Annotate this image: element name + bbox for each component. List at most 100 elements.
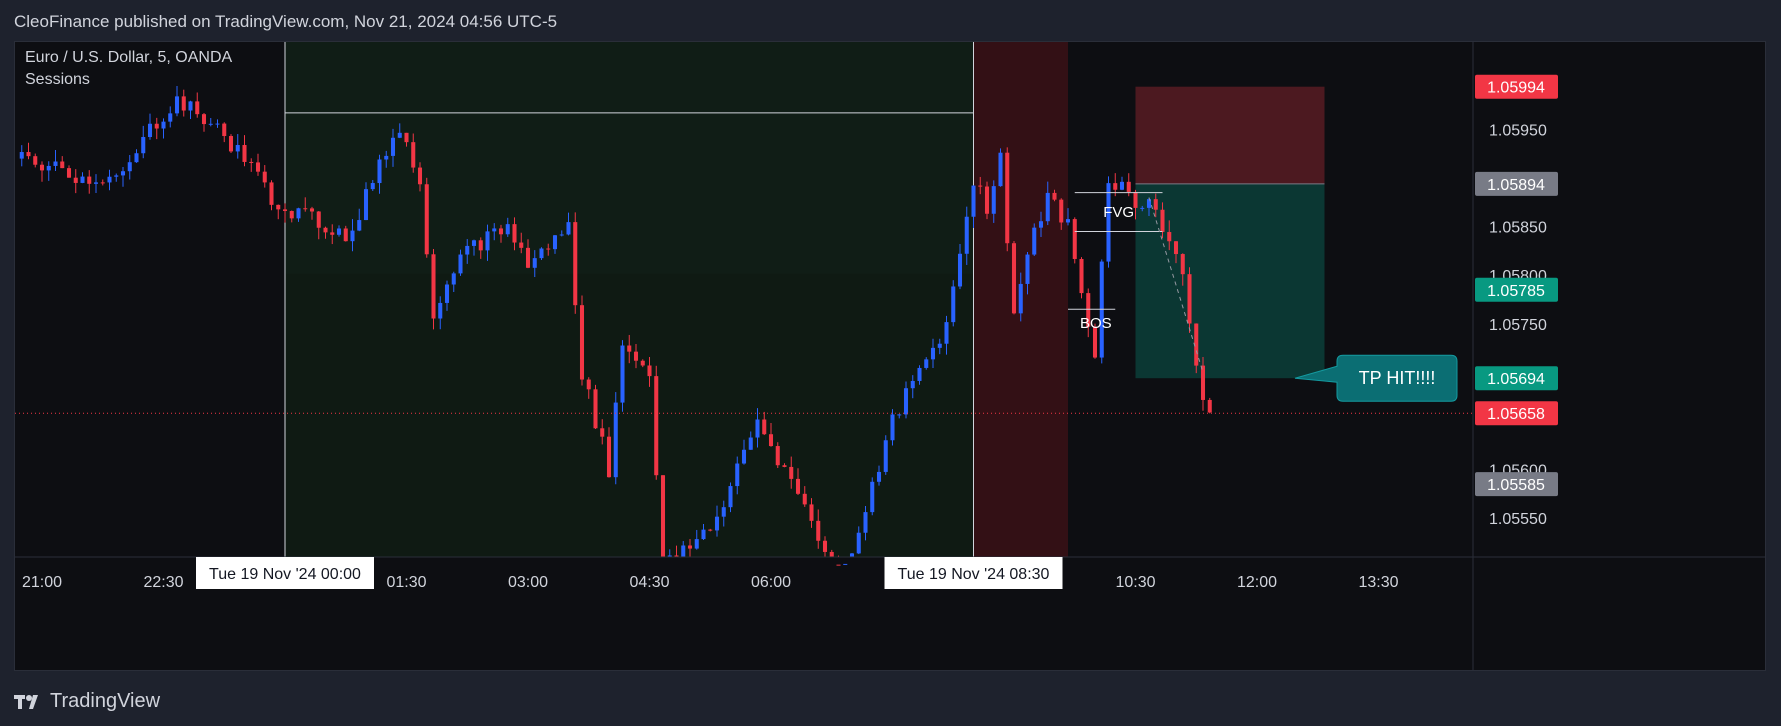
candle-body[interactable] (1005, 152, 1010, 244)
candle-body[interactable] (525, 247, 531, 268)
candle-body[interactable] (127, 162, 132, 172)
candle-body[interactable] (114, 175, 119, 177)
candle-body[interactable] (991, 186, 996, 214)
candle-body[interactable] (424, 184, 429, 255)
candle-body[interactable] (1126, 181, 1131, 192)
candle-body[interactable] (215, 123, 220, 125)
candle-body[interactable] (802, 493, 807, 505)
price-badge[interactable] (1475, 277, 1558, 302)
candle-body[interactable] (336, 228, 342, 235)
candle-body[interactable] (309, 208, 315, 212)
candle-body[interactable] (951, 286, 956, 323)
candle-body[interactable] (687, 545, 693, 549)
crosshair-date-badge[interactable] (196, 557, 374, 589)
candle-body[interactable] (1200, 365, 1206, 400)
candle-body[interactable] (843, 563, 848, 565)
candle-body[interactable] (431, 254, 436, 319)
symbol-line[interactable]: Euro / U.S. Dollar, 5, OANDA (25, 49, 233, 66)
price-chart[interactable]: FVGBOS1.059501.058501.058001.057501.0560… (15, 42, 1765, 670)
candle-body[interactable] (593, 389, 598, 429)
candle-body[interactable] (566, 222, 571, 235)
candle-body[interactable] (262, 171, 267, 183)
candle-body[interactable] (701, 529, 706, 540)
candle-body[interactable] (377, 159, 382, 184)
price-badge[interactable] (1475, 171, 1558, 196)
candle-body[interactable] (856, 532, 861, 554)
candle-body[interactable] (1052, 192, 1057, 200)
price-badge[interactable] (1475, 366, 1558, 391)
candle-body[interactable] (741, 449, 747, 464)
candle-body[interactable] (910, 380, 915, 389)
candle-body[interactable] (154, 123, 159, 129)
candle-body[interactable] (1180, 254, 1185, 275)
candle-body[interactable] (303, 208, 308, 210)
candle-body[interactable] (60, 161, 65, 169)
candle-body[interactable] (998, 152, 1003, 187)
candle-body[interactable] (1038, 221, 1044, 228)
candle-body[interactable] (498, 228, 504, 235)
candle-body[interactable] (937, 343, 942, 348)
candle-body[interactable] (357, 220, 362, 231)
candle-body[interactable] (579, 305, 585, 380)
candle-body[interactable] (984, 186, 990, 214)
candle-body[interactable] (971, 185, 976, 217)
candle-body[interactable] (816, 520, 821, 541)
price-badge[interactable] (1475, 74, 1558, 99)
candle-body[interactable] (735, 463, 740, 487)
candle-body[interactable] (708, 529, 713, 531)
candle-body[interactable] (748, 437, 753, 450)
candle-body[interactable] (390, 137, 396, 156)
candle-body[interactable] (897, 414, 902, 416)
candle-body[interactable] (282, 209, 288, 212)
candle-body[interactable] (363, 189, 369, 221)
candle-body[interactable] (73, 177, 78, 183)
candle-body[interactable] (714, 516, 720, 531)
candle-body[interactable] (822, 540, 828, 552)
candle-body[interactable] (849, 553, 855, 557)
candle-body[interactable] (323, 227, 328, 233)
candle-body[interactable] (944, 322, 949, 344)
candle-body[interactable] (640, 360, 645, 366)
candle-body[interactable] (208, 123, 213, 125)
candle-body[interactable] (350, 230, 355, 242)
candle-body[interactable] (107, 176, 112, 183)
candle-body[interactable] (249, 161, 254, 163)
candle-body[interactable] (674, 555, 679, 557)
candle-body[interactable] (478, 240, 483, 251)
candle-body[interactable] (586, 379, 591, 390)
candle-body[interactable] (161, 121, 166, 129)
candle-body[interactable] (147, 123, 153, 138)
candle-body[interactable] (863, 512, 868, 533)
candle-body[interactable] (829, 551, 834, 557)
candle-body[interactable] (242, 145, 247, 162)
candle-body[interactable] (1092, 326, 1098, 358)
candle-body[interactable] (26, 152, 31, 157)
candle-body[interactable] (667, 555, 672, 557)
candle-body[interactable] (1011, 243, 1017, 314)
candle-body[interactable] (174, 96, 180, 114)
candle-body[interactable] (276, 204, 281, 210)
price-badge[interactable] (1475, 472, 1558, 497)
candle-body[interactable] (876, 471, 882, 482)
candle-body[interactable] (417, 167, 423, 185)
candle-body[interactable] (552, 235, 558, 250)
candle-body[interactable] (930, 347, 936, 360)
candle-body[interactable] (903, 388, 909, 415)
candle-body[interactable] (1153, 199, 1158, 210)
candle-body[interactable] (539, 248, 544, 259)
candle-body[interactable] (924, 359, 929, 368)
candle-body[interactable] (269, 182, 274, 205)
candle-body[interactable] (1072, 219, 1077, 259)
candle-body[interactable] (1140, 207, 1145, 209)
candle-body[interactable] (120, 171, 126, 176)
candle-body[interactable] (964, 216, 969, 254)
candle-body[interactable] (546, 248, 551, 250)
candle-body[interactable] (397, 132, 402, 138)
candle-body[interactable] (870, 481, 875, 513)
candle-body[interactable] (458, 254, 463, 274)
candle-body[interactable] (330, 232, 335, 235)
candle-body[interactable] (471, 240, 477, 246)
candle-body[interactable] (1160, 209, 1165, 233)
candle-body[interactable] (1059, 199, 1064, 223)
candle-body[interactable] (836, 564, 841, 566)
